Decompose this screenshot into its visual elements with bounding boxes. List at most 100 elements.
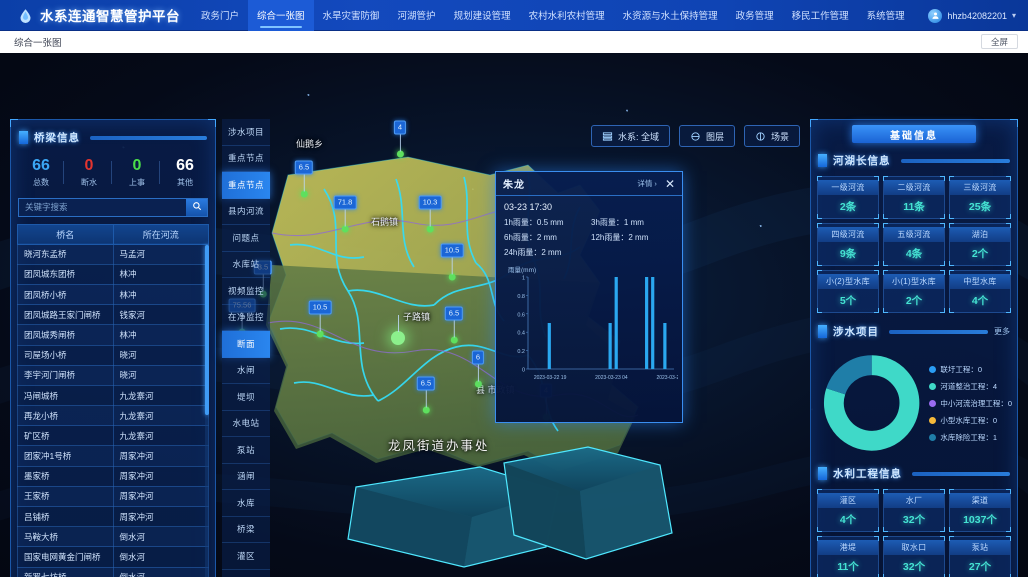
layer-menu-item-15[interactable]: 桥梁 xyxy=(222,516,270,543)
layer-menu-item-4[interactable]: 问题点 xyxy=(222,225,270,252)
fullscreen-button[interactable]: 全屏 xyxy=(980,34,1018,49)
map-pin[interactable]: 6 xyxy=(471,350,485,387)
table-row[interactable]: 司屋场小桥 晓河 xyxy=(17,344,209,366)
table-row[interactable]: 新罗七坊桥倒水河 xyxy=(17,566,209,577)
cell-river: 九龙寨河 xyxy=(112,384,209,407)
layer-menu-item-12[interactable]: 泵站 xyxy=(222,437,270,464)
layer-menu-item-8[interactable]: 断面 xyxy=(222,331,270,358)
map-tool-scene[interactable]: 场景 xyxy=(743,125,800,147)
stat-cell[interactable]: 水厂 32个 xyxy=(883,489,945,532)
nav-item-2[interactable]: 水旱灾害防御 xyxy=(322,11,380,22)
map-pin[interactable]: 6.5 xyxy=(444,306,464,343)
nav-item-6[interactable]: 水资源与水土保持管理 xyxy=(622,11,718,22)
nav-item-8[interactable]: 移民工作管理 xyxy=(791,11,849,22)
stat-cell[interactable]: 小(2)型水库 5个 xyxy=(817,270,879,313)
search-button[interactable] xyxy=(186,198,207,216)
layer-menu-item-13[interactable]: 涵闸 xyxy=(222,463,270,490)
nav-item-3[interactable]: 河湖管护 xyxy=(397,11,436,22)
legend-label: 河道整治工程：4 xyxy=(940,381,997,391)
search-input[interactable] xyxy=(19,198,186,216)
layers-icon xyxy=(602,131,613,142)
table-row[interactable]: 墨家桥 周家冲河 xyxy=(17,465,209,487)
table-row[interactable]: 李宇河门闸桥 晓河 xyxy=(17,364,209,386)
layer-menu-item-3[interactable]: 县内河流 xyxy=(222,198,270,225)
pin-stem xyxy=(344,209,346,226)
table-row[interactable]: 再龙小桥 九龙寨河 xyxy=(17,405,209,427)
map-tool-layers[interactable]: 图层 xyxy=(678,125,735,147)
table-row[interactable]: 矿区桥 九龙寨河 xyxy=(17,425,209,447)
popup-detail-link[interactable]: 详情 › xyxy=(637,179,657,188)
stat-cell[interactable]: 渠道 1037个 xyxy=(949,489,1011,532)
stat-danger: 0 断水 xyxy=(63,157,109,188)
table-row[interactable]: 团凤城路王家门闸桥 钱家河 xyxy=(17,304,209,326)
table-row[interactable]: 晓河东孟桥 马孟河 xyxy=(17,243,209,265)
table-row[interactable]: 国家电网黄金门闸桥 倒水河 xyxy=(17,546,209,568)
layer-menu-item-6[interactable]: 视频监控 xyxy=(222,278,270,305)
nav-item-4[interactable]: 规划建设管理 xyxy=(453,11,511,22)
stat-cell[interactable]: 一级河流 2条 xyxy=(817,176,879,219)
table-row[interactable]: 冯闸城桥 九龙寨河 xyxy=(17,384,209,407)
layer-menu-item-17[interactable]: 水厂 xyxy=(222,569,270,577)
map-pin[interactable]: 4 xyxy=(393,120,407,157)
nav-item-7[interactable]: 政务管理 xyxy=(735,11,774,22)
stat-cell[interactable]: 四级河流 9条 xyxy=(817,223,879,266)
layer-menu-item-2[interactable]: 重点节点 xyxy=(222,172,270,199)
map-tool-water-system[interactable]: 水系: 全域 xyxy=(590,125,670,147)
table-row[interactable]: 团凤城东团桥 林冲 xyxy=(17,263,209,285)
map-pin-value: 71.8 xyxy=(333,195,357,209)
nav-item-0[interactable]: 政务门户 xyxy=(201,11,240,22)
table-row[interactable]: 团家冲1号桥 周家冲河 xyxy=(17,445,209,467)
table-row[interactable]: 王家桥 周家冲河 xyxy=(17,485,209,508)
map-pin[interactable]: 10.3 xyxy=(418,195,442,232)
layer-menu-item-11[interactable]: 水电站 xyxy=(222,410,270,437)
map-pin[interactable]: 10.5 xyxy=(308,300,332,337)
stat-other: 66 其他 xyxy=(159,157,205,188)
table-row[interactable]: 团凤桥小桥 林冲 xyxy=(17,283,209,306)
layer-menu-item-7[interactable]: 在净监控 xyxy=(222,304,270,331)
layer-menu-item-5[interactable]: 水库站 xyxy=(222,251,270,278)
table-scrollbar[interactable] xyxy=(205,244,209,577)
layer-menu-item-14[interactable]: 水库 xyxy=(222,490,270,517)
scrollbar-thumb[interactable] xyxy=(205,244,209,415)
layer-menu-item-0[interactable]: 涉水项目 xyxy=(222,119,270,146)
stat-cell[interactable]: 取水口 32个 xyxy=(883,536,945,577)
stat-cell[interactable]: 中型水库 4个 xyxy=(949,270,1011,313)
bar xyxy=(547,323,551,369)
stat-cell-value: 32个 xyxy=(902,561,926,573)
map-pin[interactable]: 71.8 xyxy=(333,195,357,232)
stat-cell[interactable]: 灌区 4个 xyxy=(817,489,879,532)
legend-item[interactable]: 中小河流治理工程：0 xyxy=(929,398,1012,409)
legend-item[interactable]: 联圩工程：0 xyxy=(929,364,1012,375)
layer-menu-item-10[interactable]: 堤坝 xyxy=(222,384,270,411)
map-pin[interactable]: 10.5 xyxy=(440,243,464,280)
stat-cell[interactable]: 小(1)型水库 2个 xyxy=(883,270,945,313)
section-marker-icon xyxy=(818,154,827,167)
close-icon[interactable]: ✕ xyxy=(664,176,675,191)
stat-cell[interactable]: 港堤 11个 xyxy=(817,536,879,577)
layer-menu-item-9[interactable]: 水闸 xyxy=(222,357,270,384)
stat-cell[interactable]: 二级河流 11条 xyxy=(883,176,945,219)
stat-cell[interactable]: 泵站 27个 xyxy=(949,536,1011,577)
user-menu[interactable]: hhzb42082201 ▾ xyxy=(928,0,1016,31)
legend-item[interactable]: 水库除险工程：1 xyxy=(929,432,1012,443)
table-row[interactable]: 吕铺桥 周家冲河 xyxy=(17,506,209,528)
table-row[interactable]: 团凤城秀闸桥 林冲 xyxy=(17,324,209,346)
stat-cell[interactable]: 三级河流 25条 xyxy=(949,176,1011,219)
nav-item-5[interactable]: 农村水利农村管理 xyxy=(528,11,605,22)
table-row[interactable]: 马鞍大桥 倒水河 xyxy=(17,526,209,548)
map-pin-selected[interactable] xyxy=(391,315,405,345)
bridge-table-wrapper[interactable]: 桥名 所在河流 晓河东孟桥 马孟河 团凤城东团桥 林冲 团凤桥小桥 林冲 团凤城路王家门闸桥… xyxy=(17,223,209,577)
stat-cell[interactable]: 湖泊 2个 xyxy=(949,223,1011,266)
layer-menu-item-16[interactable]: 灌区 xyxy=(222,543,270,570)
project-more-link[interactable]: 更多 xyxy=(994,327,1010,336)
map-toolbar: 水系: 全域 图层 场景 xyxy=(590,125,800,147)
nav-item-1[interactable]: 综合一张图 xyxy=(248,0,314,31)
layer-menu-item-1[interactable]: 重点节点 xyxy=(222,145,270,172)
map-pin[interactable]: 6.5 xyxy=(294,160,314,197)
stat-cell[interactable]: 五级河流 4条 xyxy=(883,223,945,266)
map-pin[interactable]: 6.5 xyxy=(416,376,436,413)
legend-item[interactable]: 河道整治工程：4 xyxy=(929,381,1012,392)
legend-label: 联圩工程：0 xyxy=(940,364,982,374)
nav-item-9[interactable]: 系统管理 xyxy=(866,11,905,22)
legend-item[interactable]: 小型水库工程：0 xyxy=(929,415,1012,426)
